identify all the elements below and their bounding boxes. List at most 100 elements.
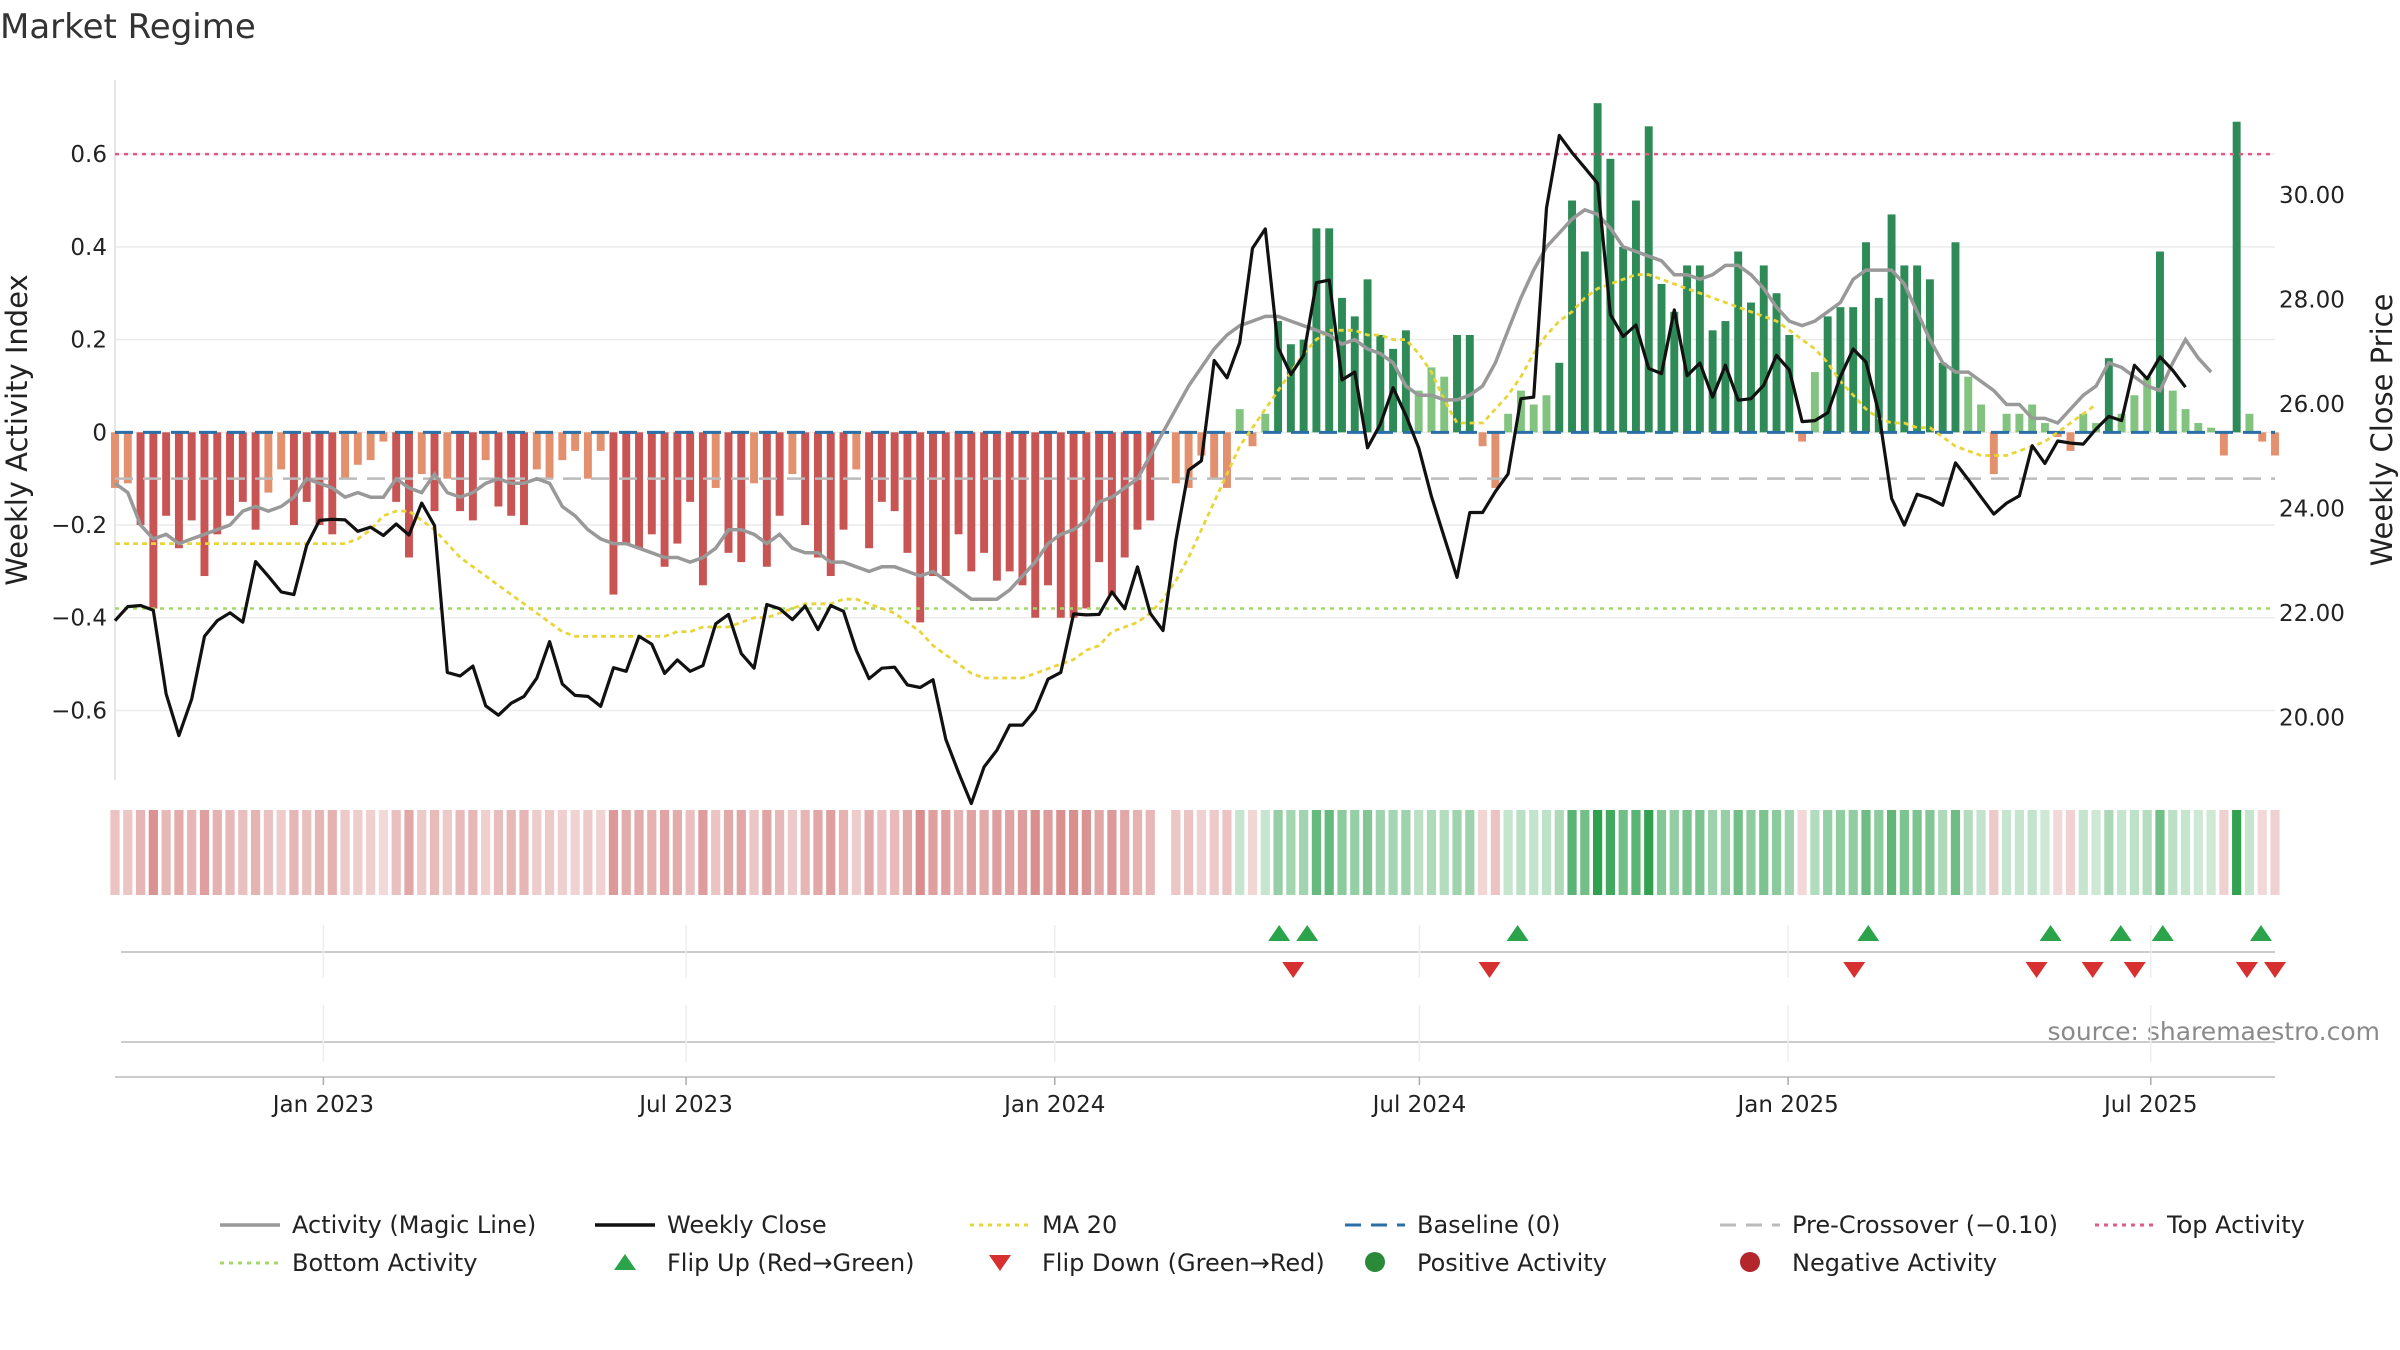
regime-cell: [1465, 810, 1475, 895]
regime-cell: [2206, 810, 2216, 895]
activity-bar: [852, 432, 861, 470]
regime-cell: [1605, 810, 1615, 895]
activity-bar: [865, 432, 874, 549]
regime-cell: [1950, 810, 1961, 895]
regime-cell: [378, 810, 389, 895]
activity-bar: [2194, 423, 2203, 433]
activity-bar: [967, 432, 976, 572]
activity-bar: [1414, 390, 1423, 433]
activity-bar: [2207, 427, 2216, 433]
activity-bar: [711, 432, 720, 488]
activity-bar: [341, 432, 350, 479]
regime-cell: [851, 810, 861, 895]
regime-cell: [2155, 810, 2165, 895]
regime-cell: [1184, 810, 1194, 895]
regime-cell: [199, 810, 210, 895]
activity-bar: [111, 432, 119, 488]
regime-cell: [2117, 810, 2127, 895]
legend-entry: Negative Activity: [1740, 1249, 1997, 1277]
legend-swatch: [989, 1255, 1011, 1271]
legend-entry: Positive Activity: [1365, 1249, 1607, 1277]
x-tick-label: Jul 2024: [1371, 1092, 1467, 1118]
regime-cell: [353, 810, 363, 895]
regime-cell: [391, 810, 401, 895]
regime-cell: [1631, 810, 1641, 895]
reference-lines: [115, 152, 2275, 610]
activity-bar: [1555, 362, 1564, 433]
activity-bar: [1516, 390, 1525, 433]
y-tick-left: 0.2: [70, 328, 107, 354]
legend-label: Bottom Activity: [292, 1249, 477, 1277]
regime-cell: [1746, 810, 1756, 895]
regime-cell: [723, 810, 734, 895]
flip-up-marker: [2151, 925, 2174, 941]
activity-bar: [1146, 432, 1155, 521]
activity-bar: [1210, 432, 1219, 479]
activity-bar: [174, 432, 183, 549]
activity-bar: [1683, 265, 1692, 433]
activity-bar: [724, 432, 733, 553]
regime-cell: [1771, 810, 1782, 895]
regime-cell: [1196, 810, 1206, 895]
regime-cell: [2065, 810, 2076, 895]
regime-cell: [634, 810, 644, 895]
activity-bar: [762, 432, 771, 567]
activity-bar: [277, 432, 286, 470]
activity-bar: [609, 432, 618, 595]
activity-bar: [1504, 413, 1513, 433]
regime-cell: [1733, 810, 1743, 895]
y-tick-right: 20.00: [2279, 705, 2345, 731]
regime-cell: [1209, 810, 1219, 895]
activity-bar: [200, 432, 209, 577]
regime-cell: [174, 810, 184, 895]
regime-cell: [2091, 810, 2101, 895]
flip-down-marker: [1478, 962, 1501, 978]
activity-bar: [1670, 311, 1679, 433]
regime-cell: [800, 810, 810, 895]
legend-label: Pre-Crossover (−0.10): [1792, 1211, 2058, 1239]
activity-bar: [1529, 404, 1538, 433]
activity-bar: [2219, 432, 2228, 456]
activity-bar: [916, 432, 925, 623]
activity-bar: [507, 432, 516, 516]
y-tick-right: 24.00: [2279, 496, 2345, 522]
regime-cell: [1695, 810, 1705, 895]
regime-cell: [1656, 810, 1667, 895]
activity-bar: [213, 432, 222, 535]
regime-cell: [1056, 810, 1066, 895]
regime-cell: [1375, 810, 1385, 895]
regime-cell: [1912, 810, 1922, 895]
activity-bar: [877, 432, 886, 502]
regime-cell: [1017, 810, 1028, 895]
regime-cell: [1580, 810, 1590, 895]
activity-bar: [328, 432, 337, 535]
activity-bar: [2271, 432, 2279, 456]
legend-entry: Activity (Magic Line): [220, 1211, 536, 1239]
activity-bar: [226, 432, 234, 516]
regime-cell: [455, 810, 465, 895]
activity-bar: [1325, 228, 1334, 433]
activity-bar: [1759, 265, 1768, 433]
regime-cell: [2232, 810, 2242, 895]
legend: Activity (Magic Line) Weekly Close MA 20 Ba…: [220, 1211, 2305, 1277]
regime-cell: [1989, 810, 1999, 895]
regime-cell: [1030, 810, 1040, 895]
regime-cell: [672, 810, 682, 895]
activity-bar: [1887, 214, 1896, 433]
regime-cell: [1682, 810, 1692, 895]
regime-cell: [276, 810, 286, 895]
legend-label: Flip Up (Red→Green): [667, 1249, 915, 1277]
activity-bar: [481, 432, 490, 461]
legend-entry: MA 20: [970, 1211, 1117, 1239]
regime-cell: [570, 810, 580, 895]
regime-cell: [340, 810, 350, 895]
activity-bar: [1197, 432, 1206, 456]
x-tick-label: Jan 2024: [1002, 1092, 1105, 1118]
activity-bar: [417, 432, 426, 475]
activity-bar: [1044, 432, 1052, 586]
activity-bar: [353, 432, 362, 465]
regime-cell: [902, 810, 913, 895]
activity-bar: [1989, 432, 1998, 475]
regime-cell: [1414, 810, 1424, 895]
activity-bar: [2258, 432, 2267, 442]
